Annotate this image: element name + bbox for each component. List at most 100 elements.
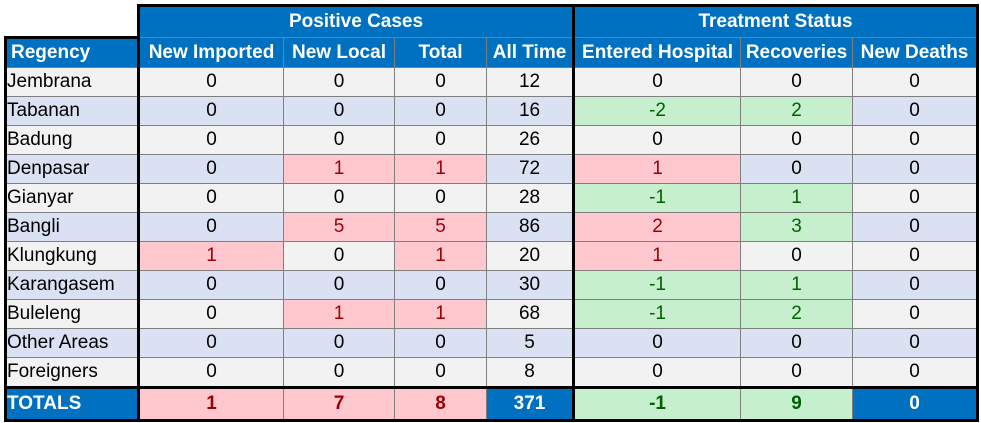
recoveries-cell: 0 [740,125,854,155]
column-header-recoveries: Recoveries [740,37,854,68]
table-row: Bangli 0 5 5 86 2 3 0 [4,212,980,242]
column-header-total: Total [394,37,487,68]
regency-name-cell: Other Areas [4,328,139,358]
regency-name-cell: Buleleng [4,299,139,329]
entered-hospital-cell: 0 [572,328,742,358]
all-time-cell: 8 [485,357,575,388]
new-deaths-cell: 0 [852,125,980,155]
new-imported-cell: 0 [137,328,284,358]
new-local-cell: 0 [283,96,395,126]
treatment-status-header: Treatment Status [572,4,980,38]
new-local-cell: 0 [283,328,395,358]
new-local-cell: 0 [283,241,395,271]
new-imported-cell: 0 [137,125,284,155]
regency-name-cell: Foreigners [4,357,139,388]
column-header-new-deaths: New Deaths [852,37,980,68]
column-header-all-time: All Time [485,37,575,68]
table-row: Denpasar 0 1 1 72 1 0 0 [4,154,980,184]
new-local-cell: 1 [283,299,395,329]
table-row: Other Areas 0 0 0 5 0 0 0 [4,328,980,358]
regency-name-cell: Tabanan [4,96,139,126]
new-deaths-cell: 0 [852,270,980,300]
entered-hospital-cell: -1 [572,299,742,329]
entered-hospital-cell: 1 [572,154,742,184]
totals-row: TOTALS 1 7 8 371 -1 9 0 [4,386,980,422]
regency-name-cell: Bangli [4,212,139,242]
entered-hospital-cell: -2 [572,96,742,126]
regency-name-cell: Denpasar [4,154,139,184]
entered-hospital-cell: 0 [572,67,742,97]
recoveries-cell: 2 [740,96,854,126]
total-cell: 5 [394,212,487,242]
column-header-new-local: New Local [283,37,395,68]
all-time-cell: 16 [485,96,575,126]
new-imported-cell: 0 [137,270,284,300]
new-local-cell: 0 [283,357,395,388]
total-cell: 0 [394,96,487,126]
new-local-cell: 5 [283,212,395,242]
new-local-cell: 0 [283,67,395,97]
new-local-cell: 1 [283,154,395,184]
table-row: Klungkung 1 0 1 20 1 0 0 [4,241,980,271]
new-deaths-cell: 0 [852,183,980,213]
all-time-cell: 86 [485,212,575,242]
all-time-cell: 68 [485,299,575,329]
all-time-cell: 30 [485,270,575,300]
total-cell: 0 [394,125,487,155]
table-row: Jembrana 0 0 0 12 0 0 0 [4,67,980,97]
new-deaths-cell: 0 [852,212,980,242]
table-body: Jembrana 0 0 0 12 0 0 0 Tabanan 0 0 0 16 -2 2 0 Badung 0 0… [4,67,980,422]
new-deaths-cell: 0 [852,154,980,184]
all-time-cell: 12 [485,67,575,97]
new-imported-cell: 0 [137,96,284,126]
group-header-row: Positive Cases Treatment Status [5,4,980,38]
recoveries-cell: 0 [740,328,854,358]
new-local-cell: 0 [283,183,395,213]
all-time-cell: 26 [485,125,575,155]
table-row: Karangasem 0 0 0 30 -1 1 0 [4,270,980,300]
blank-header-cell [5,5,139,38]
regency-name-cell: Badung [4,125,139,155]
recoveries-cell: 0 [740,154,854,184]
new-imported-cell: 0 [137,67,284,97]
all-time-cell: 72 [485,154,575,184]
all-time-cell: 20 [485,241,575,271]
new-imported-cell: 1 [137,241,284,271]
totals-total-cell: 8 [394,386,487,422]
total-cell: 0 [394,183,487,213]
totals-new-local-cell: 7 [283,386,395,422]
recoveries-cell: 1 [740,270,854,300]
recoveries-cell: 3 [740,212,854,242]
totals-new-deaths-cell: 0 [852,386,980,422]
table-row: Buleleng 0 1 1 68 -1 2 0 [4,299,980,329]
recoveries-cell: 0 [740,241,854,271]
table-row: Gianyar 0 0 0 28 -1 1 0 [4,183,980,213]
positive-cases-header: Positive Cases [136,4,575,38]
entered-hospital-cell: 1 [572,241,742,271]
new-imported-cell: 0 [137,183,284,213]
entered-hospital-cell: 0 [572,125,742,155]
total-cell: 0 [394,357,487,388]
entered-hospital-cell: 2 [572,212,742,242]
regency-name-cell: Klungkung [4,241,139,271]
total-cell: 1 [394,241,487,271]
totals-all-time-cell: 371 [485,386,575,422]
entered-hospital-cell: -1 [572,270,742,300]
new-imported-cell: 0 [137,299,284,329]
total-cell: 1 [394,299,487,329]
regency-name-cell: Gianyar [4,183,139,213]
new-local-cell: 0 [283,270,395,300]
all-time-cell: 28 [485,183,575,213]
all-time-cell: 5 [485,328,575,358]
new-deaths-cell: 0 [852,299,980,329]
total-cell: 0 [394,67,487,97]
new-deaths-cell: 0 [852,96,980,126]
recoveries-cell: 2 [740,299,854,329]
totals-recoveries-cell: 9 [740,386,854,422]
cases-table-container: Positive Cases Treatment Status Regency N… [4,4,980,422]
table-row: Foreigners 0 0 0 8 0 0 0 [4,357,980,388]
column-header-regency: Regency [4,36,139,68]
new-imported-cell: 0 [137,154,284,184]
recoveries-cell: 0 [740,67,854,97]
total-cell: 1 [394,154,487,184]
